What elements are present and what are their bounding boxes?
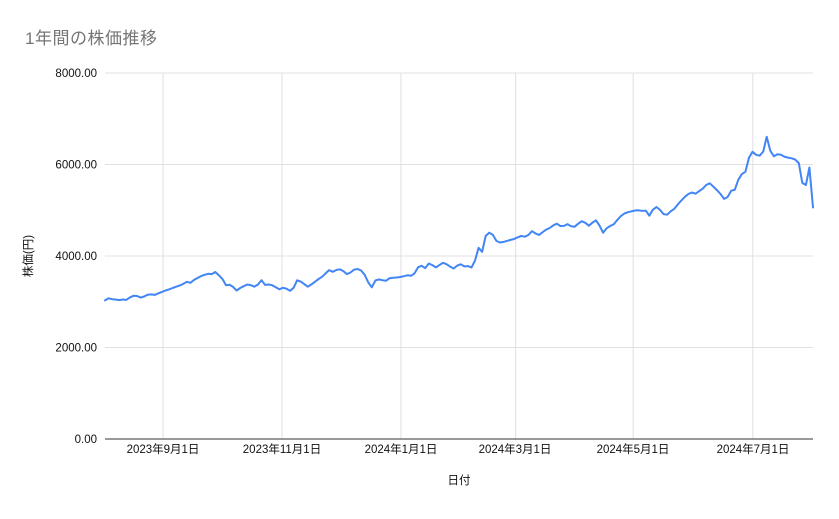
x-tick-label-nov2023: 2023年11月1日 xyxy=(243,442,321,456)
y-tick-label-6000: 6000.00 xyxy=(55,160,97,172)
y-tick-label-0: 0.00 xyxy=(75,434,97,446)
x-axis-title: 日付 xyxy=(448,474,471,487)
x-tick-label-jan2024: 2024年1月1日 xyxy=(365,442,438,456)
price-polyline xyxy=(104,135,814,302)
price-line-series xyxy=(104,135,814,302)
x-tick-label-may2024: 2024年5月1日 xyxy=(597,442,670,456)
y-tick-label-4000: 4000.00 xyxy=(55,251,97,263)
x-tick-label-sep2023: 2023年9月1日 xyxy=(127,442,200,456)
chart-title: 1年間の株価推移 xyxy=(25,29,158,48)
y-tick-label-2000: 2000.00 xyxy=(55,343,97,355)
y-axis-title: 株価(円) xyxy=(21,235,35,277)
horizontal-gridlines xyxy=(105,72,813,348)
x-tick-label-jul2024: 2024年7月1日 xyxy=(717,442,790,456)
x-tick-label-mar2024: 2024年3月1日 xyxy=(479,442,552,456)
y-tick-label-8000: 8000.00 xyxy=(55,68,97,80)
